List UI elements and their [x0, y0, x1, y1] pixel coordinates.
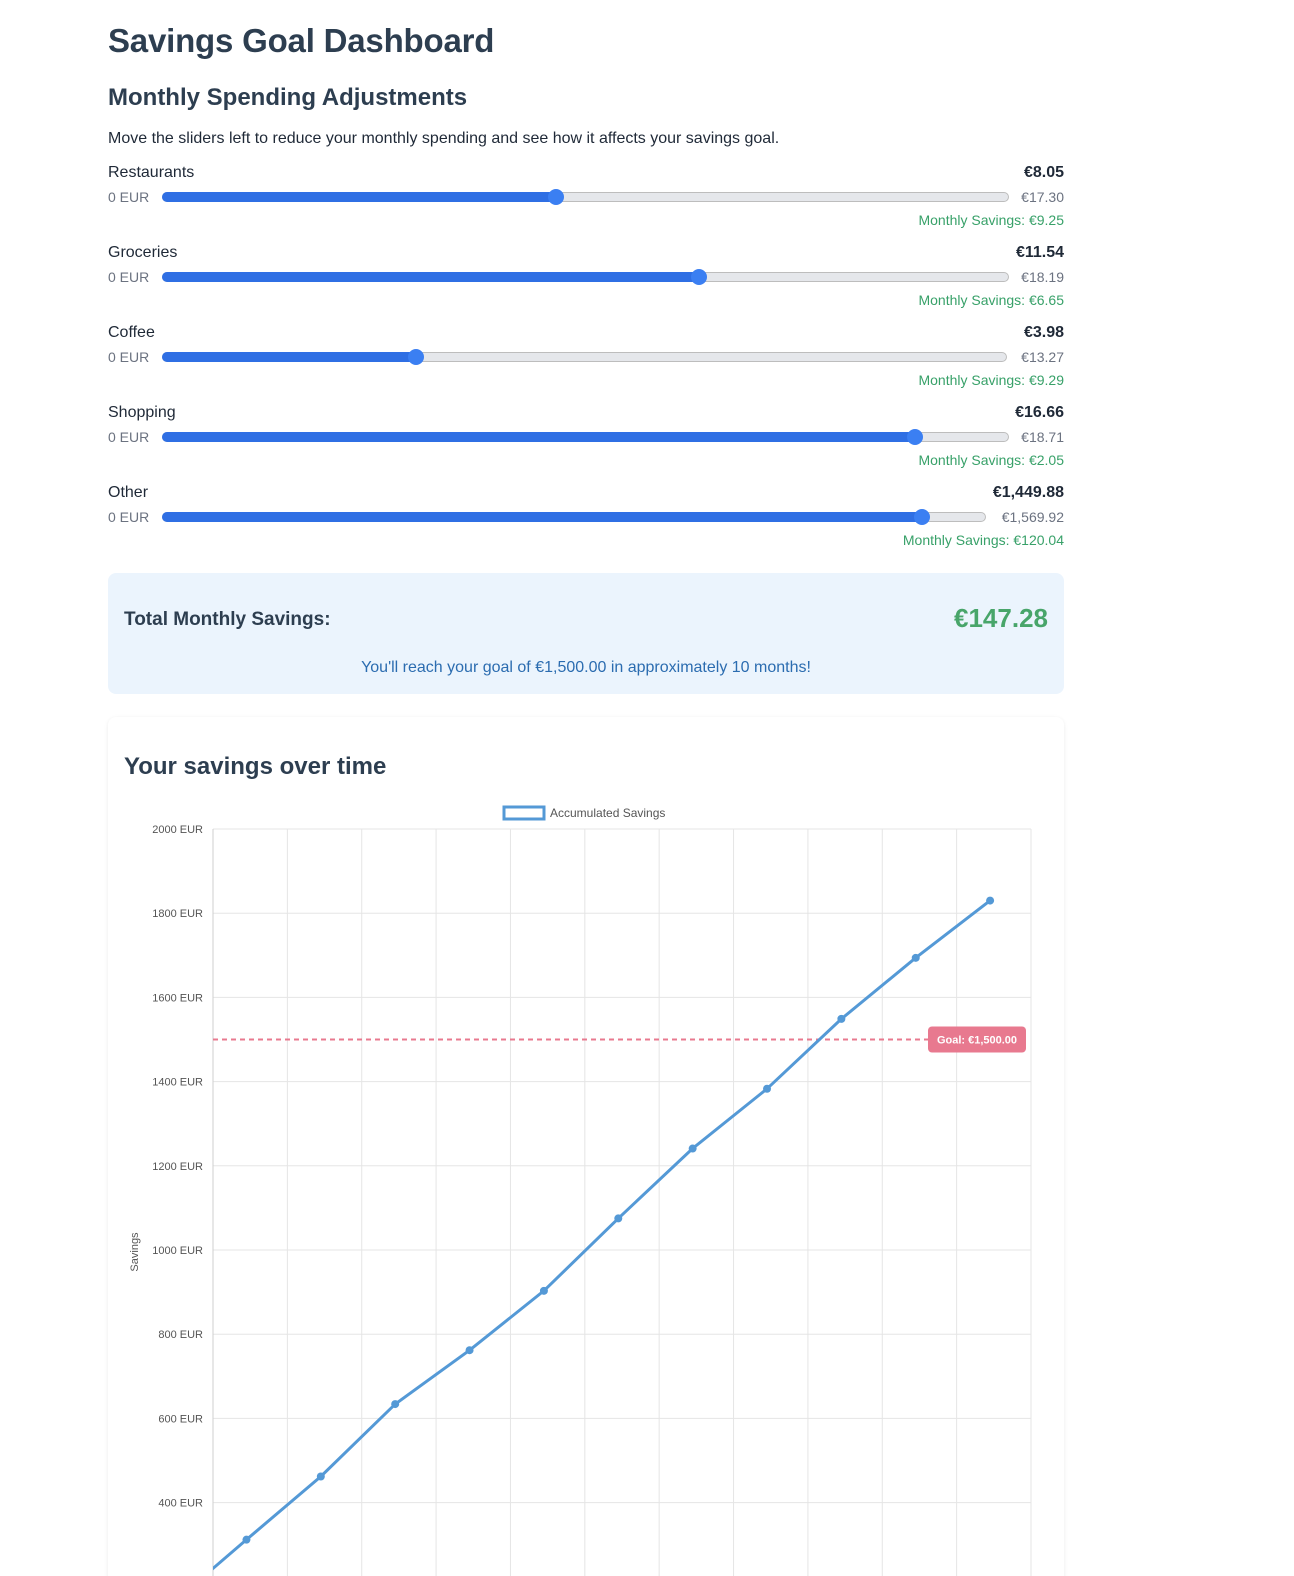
data-point [986, 896, 995, 905]
category-savings: Monthly Savings: €120.04 [902, 532, 1064, 548]
slider-min-label: 0 EUR [108, 349, 150, 365]
slider-thumb[interactable] [407, 349, 424, 365]
data-point [465, 1346, 474, 1355]
category-row: Groceries €11.54 0 EUR €18.19 Monthly Saving… [108, 244, 1064, 324]
y-tick-label: 1600 EUR [152, 992, 203, 1004]
slider-min-label: 0 EUR [108, 269, 150, 285]
category-savings: Monthly Savings: €9.29 [918, 372, 1064, 388]
total-savings-value: €147.28 [954, 603, 1048, 633]
slider-fill [162, 352, 415, 362]
data-point [614, 1214, 623, 1223]
slider-fill [162, 432, 915, 442]
category-row: Coffee €3.98 0 EUR €13.27 Monthly Savings: €… [108, 324, 1064, 404]
slider-thumb[interactable] [907, 429, 924, 445]
spending-slider[interactable] [162, 189, 1009, 205]
y-axis-title: Savings [129, 1232, 141, 1272]
y-tick-label: 400 EUR [158, 1498, 203, 1510]
category-name: Other [108, 484, 149, 501]
category-current-value: €8.05 [1023, 164, 1064, 181]
chart-card: Your savings over time 2000 EUR 1800 EUR 1… [108, 717, 1064, 1576]
data-point [911, 953, 920, 962]
data-point [837, 1014, 846, 1023]
goal-label: Goal: €1,500.00 [937, 1035, 1017, 1047]
slider-max-label: €17.30 [1021, 189, 1064, 205]
y-tick-label: 1400 EUR [152, 1077, 203, 1089]
slider-max-label: €18.71 [1021, 429, 1064, 445]
slider-max-label: €18.19 [1021, 269, 1064, 285]
data-point [688, 1144, 697, 1153]
slider-max-label: €1,569.92 [1001, 509, 1064, 525]
y-tick-label: 1800 EUR [152, 908, 203, 920]
legend-swatch [502, 805, 546, 821]
category-name: Groceries [108, 244, 178, 261]
category-row: Other €1,449.88 0 EUR €1,569.92 Monthly Savi… [108, 484, 1064, 564]
data-point [316, 1472, 325, 1481]
category-current-value: €16.66 [1015, 404, 1064, 421]
section-title: Monthly Spending Adjustments [108, 84, 468, 111]
savings-summary: Total Monthly Savings: €147.28 You'll re… [108, 573, 1064, 694]
slider-fill [162, 272, 699, 282]
category-savings: Monthly Savings: €6.65 [918, 292, 1064, 308]
category-row: Shopping €16.66 0 EUR €18.71 Monthly Savings… [108, 404, 1064, 484]
spending-slider[interactable] [162, 269, 1009, 285]
category-row: Restaurants €8.05 0 EUR €17.30 Monthly Savin… [108, 164, 1064, 244]
slider-thumb[interactable] [548, 189, 565, 205]
data-point [391, 1400, 400, 1409]
data-point [242, 1535, 251, 1544]
slider-min-label: 0 EUR [108, 509, 150, 525]
spending-slider[interactable] [162, 349, 1007, 365]
savings-chart: 2000 EUR 1800 EUR 1600 EUR 1400 EUR 1200 EUR… [129, 805, 1032, 1576]
data-point [539, 1286, 548, 1295]
slider-fill [162, 512, 922, 522]
y-tick-label: 600 EUR [158, 1413, 203, 1425]
slider-max-label: €13.27 [1021, 349, 1064, 365]
category-name: Coffee [108, 324, 155, 341]
category-name: Restaurants [108, 164, 195, 181]
y-tick-label: 1200 EUR [152, 1161, 203, 1173]
slider-thumb[interactable] [691, 269, 708, 285]
slider-fill [162, 192, 556, 202]
legend-label: Accumulated Savings [550, 806, 665, 820]
goal-message: You'll reach your goal of €1,500.00 in a… [361, 659, 811, 676]
total-savings-label: Total Monthly Savings: [124, 609, 331, 630]
spending-slider[interactable] [162, 509, 986, 525]
category-current-value: €11.54 [1015, 244, 1064, 261]
spending-slider[interactable] [162, 429, 1009, 445]
data-point [763, 1084, 772, 1093]
y-tick-label: 800 EUR [158, 1329, 203, 1341]
goal-label-bg [928, 1026, 1026, 1053]
category-savings: Monthly Savings: €9.25 [918, 212, 1064, 228]
y-tick-label: 1000 EUR [152, 1245, 203, 1257]
slider-min-label: 0 EUR [108, 429, 150, 445]
intro-text: Move the sliders left to reduce your mon… [108, 130, 780, 147]
slider-thumb[interactable] [914, 509, 931, 525]
chart-card-title: Your savings over time [124, 753, 387, 780]
category-current-value: €1,449.88 [992, 484, 1064, 501]
y-tick-label: 2000 EUR [152, 824, 203, 836]
category-current-value: €3.98 [1023, 324, 1064, 341]
slider-min-label: 0 EUR [108, 189, 150, 205]
page-title: Savings Goal Dashboard [108, 22, 495, 59]
series-line [213, 899, 992, 1571]
category-savings: Monthly Savings: €2.05 [918, 452, 1064, 468]
category-name: Shopping [108, 404, 176, 421]
